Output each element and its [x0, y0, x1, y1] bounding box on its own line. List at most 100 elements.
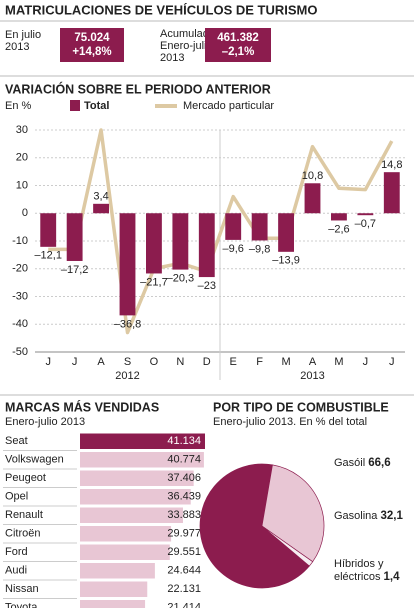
x-tick-label: D [203, 356, 211, 368]
bar [80, 433, 205, 449]
kpi-box: 461.382 –2,1% [205, 28, 271, 62]
bar [40, 213, 57, 247]
box-label: En julio 2013 [5, 29, 42, 53]
value-label: 3,4 [93, 191, 108, 203]
category-label: Seat [5, 435, 28, 447]
value-label: 29.977 [167, 528, 201, 540]
value-label: 37.406 [167, 472, 201, 484]
value-label: 22.131 [167, 583, 201, 595]
x-tick-label: M [281, 356, 290, 368]
bar [119, 213, 136, 316]
value-label: 10,8 [302, 170, 323, 182]
value-label: –13,9 [272, 255, 300, 267]
bar [172, 213, 189, 270]
value-label: –12,1 [34, 250, 62, 262]
kpi-value: 461.382 [217, 32, 259, 44]
y-tick-label: -10 [12, 235, 28, 247]
bar [80, 489, 191, 505]
bar [80, 563, 155, 579]
bar [331, 213, 347, 221]
value-label: –36,8 [114, 318, 142, 330]
chart-title: POR TIPO DE COMBUSTIBLE [213, 400, 389, 414]
value-label: –9,8 [249, 243, 270, 255]
y-tick-label: 10 [16, 179, 28, 191]
value-label: 29.551 [167, 546, 201, 558]
category-label: Opel [5, 491, 28, 503]
value-label: 40.774 [167, 454, 201, 466]
x-tick-label: J [363, 356, 369, 368]
box-label: Acumulado Enero-julio 2013 [160, 28, 216, 64]
pie-slice [261, 525, 314, 567]
x-tick-label: J [72, 356, 78, 368]
chart-subtitle: Enero-julio 2013 [5, 416, 85, 428]
x-tick-label: E [230, 356, 237, 368]
bar [80, 507, 183, 523]
value-label: –23 [198, 280, 216, 292]
page-title: MATRICULACIONES DE VEHÍCULOS DE TURISMO [5, 2, 318, 17]
unit-label: En % [5, 100, 32, 112]
bar [66, 213, 83, 261]
bar [80, 581, 148, 597]
bar [80, 600, 146, 608]
pie-slice [199, 463, 310, 589]
slice-value: 66,6 [368, 457, 391, 469]
slice-label: Gasóil 66,6 [334, 457, 414, 470]
slice-name: Híbridos y eléctricos [334, 558, 384, 583]
value-label: 41.134 [167, 435, 201, 447]
y-tick-label: 30 [16, 124, 28, 136]
bar [80, 544, 170, 560]
bar [80, 470, 194, 486]
category-label: Citroën [5, 528, 40, 540]
value-label: 36.439 [167, 491, 201, 503]
x-tick-label: F [256, 356, 263, 368]
bar [225, 213, 242, 240]
y-tick-label: 20 [16, 152, 28, 164]
year-label: 2013 [300, 370, 324, 382]
bar [304, 183, 321, 214]
value-label: –2,6 [328, 223, 349, 235]
y-tick-label: -50 [12, 346, 28, 358]
pie-slice [261, 464, 325, 563]
slice-label: Gasolina 32,1 [334, 510, 414, 523]
value-label: 33.883 [167, 509, 201, 521]
value-label: 21.414 [167, 602, 201, 608]
bar [383, 172, 400, 214]
bar [278, 213, 294, 252]
value-label: 14,8 [381, 159, 402, 171]
value-label: –20,3 [167, 272, 195, 284]
category-label: Ford [5, 546, 28, 558]
x-tick-label: J [389, 356, 395, 368]
line [48, 128, 394, 335]
slice-value: 32,1 [380, 510, 403, 522]
category-label: Nissan [5, 583, 39, 595]
x-tick-label: A [309, 356, 317, 368]
legend-swatch [70, 100, 80, 111]
slice-label: Híbridos y eléctricos 1,4 [334, 558, 406, 584]
year-label: 2012 [115, 370, 139, 382]
bar [146, 213, 162, 274]
bar [80, 526, 172, 542]
x-tick-label: J [45, 356, 51, 368]
bar [93, 203, 109, 214]
legend-label: Total [84, 100, 109, 112]
value-label: –0,7 [355, 218, 376, 230]
slice-name: Gasóil [334, 457, 366, 469]
chart-title: MARCAS MÁS VENDIDAS [5, 399, 159, 414]
y-tick-label: 0 [22, 207, 28, 219]
x-tick-label: A [97, 356, 105, 368]
x-tick-label: N [176, 356, 184, 368]
category-label: Toyota [5, 602, 38, 608]
category-label: Volkswagen [5, 454, 64, 466]
value-label: 24.644 [167, 565, 201, 577]
category-label: Renault [5, 509, 43, 521]
kpi-change: –2,1% [221, 46, 255, 58]
category-label: Audi [5, 565, 27, 577]
x-tick-label: S [124, 356, 131, 368]
y-tick-label: -20 [12, 263, 28, 275]
slice-value: 1,4 [383, 571, 400, 583]
y-tick-label: -30 [12, 290, 28, 302]
category-label: Peugeot [5, 472, 46, 484]
bar [198, 213, 215, 278]
